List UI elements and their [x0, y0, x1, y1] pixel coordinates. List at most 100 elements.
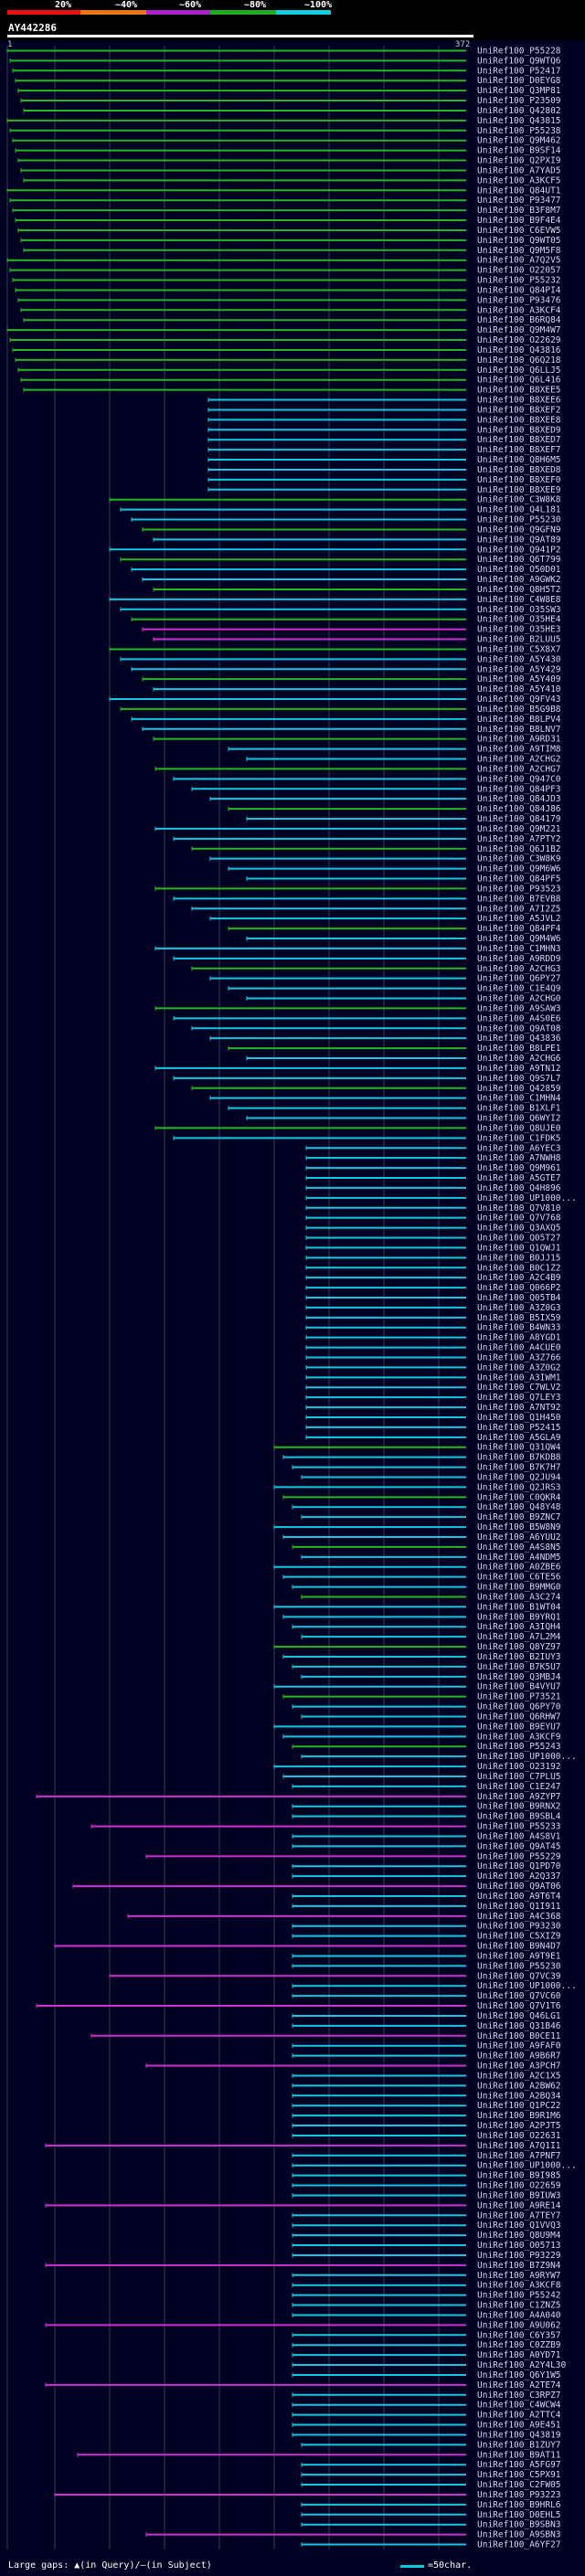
hit-label[interactable]: UniRef100_A9TN12 [477, 1064, 561, 1074]
hit-row[interactable]: UniRef100_Q31B46 [292, 2021, 561, 2031]
hit-row[interactable]: UniRef100_Q3AXQ5 [305, 1224, 561, 1234]
hit-label[interactable]: UniRef100_A9U062 [477, 2320, 561, 2330]
hit-row[interactable]: UniRef100_D0EHL5 [301, 2510, 561, 2520]
hit-label[interactable]: UniRef100_O05713 [477, 2241, 561, 2251]
hit-label[interactable]: UniRef100_A9GWK2 [477, 575, 561, 585]
hit-row[interactable]: UniRef100_P55229 [145, 1851, 561, 1861]
hit-label[interactable]: UniRef100_Q9M221 [477, 824, 561, 834]
hit-row[interactable]: UniRef100_B9F4E4 [15, 216, 561, 226]
hit-label[interactable]: UniRef100_A0YD71 [477, 2350, 561, 2360]
hit-label[interactable]: UniRef100_P55232 [477, 276, 561, 286]
hit-label[interactable]: UniRef100_B2LUU5 [477, 635, 561, 645]
hit-row[interactable]: UniRef100_A2CHG7 [154, 764, 561, 774]
hit-row[interactable]: UniRef100_A2Q337 [292, 1871, 561, 1882]
hit-label[interactable]: UniRef100_P93230 [477, 1922, 561, 1932]
hit-label[interactable]: UniRef100_A7L2M4 [477, 1632, 561, 1642]
hit-label[interactable]: UniRef100_C1MHN3 [477, 944, 561, 954]
hit-row[interactable]: UniRef100_B9SBN3 [301, 2520, 561, 2530]
hit-label[interactable]: UniRef100_Q9M6W6 [477, 864, 561, 875]
hit-row[interactable]: UniRef100_A2BQ34 [292, 2091, 561, 2101]
hit-row[interactable]: UniRef100_Q48Y48 [292, 1502, 561, 1512]
hit-label[interactable]: UniRef100_A9T9E1 [477, 1951, 561, 1961]
hit-row[interactable]: UniRef100_A9FAF0 [292, 2041, 561, 2051]
hit-row[interactable]: UniRef100_Q6Q218 [15, 355, 561, 366]
hit-row[interactable]: UniRef100_A3Z0G2 [305, 1362, 561, 1373]
hit-row[interactable]: UniRef100_Q43836 [209, 1034, 561, 1044]
hit-label[interactable]: UniRef100_Q6Y1W5 [477, 2370, 561, 2380]
hit-label[interactable]: UniRef100_A5GTE7 [477, 1173, 561, 1183]
hit-row[interactable]: UniRef100_Q31QW4 [273, 1443, 561, 1453]
hit-label[interactable]: UniRef100_Q7VC39 [477, 1971, 561, 1981]
hit-row[interactable]: UniRef100_A4CUE0 [305, 1343, 561, 1353]
hit-label[interactable]: UniRef100_C4W8E8 [477, 595, 561, 605]
hit-label[interactable]: UniRef100_Q2JU94 [477, 1472, 561, 1482]
hit-label[interactable]: UniRef100_Q31QW4 [477, 1443, 561, 1453]
hit-row[interactable]: UniRef100_A9TN12 [154, 1064, 561, 1074]
hit-row[interactable]: UniRef100_C3W8K8 [109, 495, 561, 505]
hit-label[interactable]: UniRef100_C3W8K9 [477, 854, 561, 864]
hit-label[interactable]: UniRef100_B0JJ15 [477, 1253, 561, 1263]
hit-row[interactable]: UniRef100_A7NWH8 [305, 1153, 561, 1163]
hit-row[interactable]: UniRef100_B9EYU7 [273, 1722, 561, 1732]
hit-label[interactable]: UniRef100_P55242 [477, 2291, 561, 2301]
hit-row[interactable]: UniRef100_Q2JRS3 [273, 1482, 561, 1492]
hit-label[interactable]: UniRef100_A5JVL2 [477, 914, 561, 924]
hit-label[interactable]: UniRef100_Q2JRS3 [477, 1482, 561, 1492]
hit-label[interactable]: UniRef100_A9FAF0 [477, 2041, 561, 2051]
hit-label[interactable]: UniRef100_O22629 [477, 335, 561, 345]
hit-label[interactable]: UniRef100_A2BW62 [477, 2081, 561, 2091]
hit-label[interactable]: UniRef100_Q1QWJ1 [477, 1243, 561, 1253]
hit-row[interactable]: UniRef100_C5X8X7 [109, 644, 561, 654]
hit-label[interactable]: UniRef100_Q6PY27 [477, 974, 561, 984]
hit-label[interactable]: UniRef100_A7PNF7 [477, 2151, 561, 2161]
hit-row[interactable]: UniRef100_P55243 [292, 1742, 561, 1752]
hit-row[interactable]: UniRef100_UP1000... [305, 1193, 577, 1203]
hit-label[interactable]: UniRef100_C1E247 [477, 1782, 561, 1792]
hit-row[interactable]: UniRef100_A4S0E6 [173, 1013, 561, 1023]
hit-row[interactable]: UniRef100_UP1000... [292, 2161, 577, 2171]
hit-label[interactable]: UniRef100_B9F4E4 [477, 216, 561, 226]
hit-row[interactable]: UniRef100_O22659 [292, 2181, 561, 2191]
hit-label[interactable]: UniRef100_Q6T799 [477, 555, 561, 565]
hit-label[interactable]: UniRef100_A2CHG2 [477, 755, 561, 765]
hit-row[interactable]: UniRef100_Q9AT89 [153, 535, 561, 545]
hit-row[interactable]: UniRef100_C0QKR4 [282, 1492, 561, 1502]
hit-label[interactable]: UniRef100_Q1VVQ3 [477, 2221, 561, 2231]
hit-label[interactable]: UniRef100_A9RE14 [477, 2200, 561, 2210]
hit-row[interactable]: UniRef100_A4A040 [292, 2310, 561, 2320]
hit-label[interactable]: UniRef100_UP1000... [477, 1193, 577, 1203]
hit-row[interactable]: UniRef100_C4W8E8 [109, 595, 561, 605]
hit-row[interactable]: UniRef100_A2Y4L30 [292, 2360, 567, 2370]
hit-row[interactable]: UniRef100_B5W8N9 [273, 1522, 561, 1532]
hit-label[interactable]: UniRef100_Q7LEY3 [477, 1393, 561, 1403]
hit-row[interactable]: UniRef100_Q6PY70 [292, 1702, 561, 1712]
hit-label[interactable]: UniRef100_B9SBL4 [477, 1812, 561, 1822]
hit-label[interactable]: UniRef100_B7KDB8 [477, 1453, 561, 1463]
hit-label[interactable]: UniRef100_Q9AT45 [477, 1841, 561, 1851]
hit-label[interactable]: UniRef100_B8XEE6 [477, 396, 561, 406]
hit-label[interactable]: UniRef100_Q1I911 [477, 1902, 561, 1912]
hit-label[interactable]: UniRef100_A7NWH8 [477, 1153, 561, 1163]
hit-row[interactable]: UniRef100_A9RD31 [153, 735, 561, 745]
hit-label[interactable]: UniRef100_A7Q1I1 [477, 2141, 561, 2151]
hit-row[interactable]: UniRef100_Q43819 [292, 2430, 561, 2440]
hit-label[interactable]: UniRef100_P55230 [477, 1961, 561, 1971]
hit-label[interactable]: UniRef100_B5W8N9 [477, 1522, 561, 1532]
hit-row[interactable]: UniRef100_P55230 [292, 1961, 561, 1971]
hit-row[interactable]: UniRef100_O35SW3 [120, 605, 561, 615]
hit-row[interactable]: UniRef100_Q1VVQ3 [292, 2221, 561, 2231]
hit-label[interactable]: UniRef100_A9E451 [477, 2421, 561, 2431]
hit-label[interactable]: UniRef100_B4VYU7 [477, 1682, 561, 1692]
hit-label[interactable]: UniRef100_Q9WTQ6 [477, 56, 561, 66]
hit-row[interactable]: UniRef100_Q84JD3 [209, 794, 561, 804]
hit-row[interactable]: UniRef100_O22057 [9, 266, 561, 276]
hit-row[interactable]: UniRef100_P55230 [131, 515, 561, 525]
hit-row[interactable]: UniRef100_B9MMG0 [292, 1583, 561, 1593]
hit-row[interactable]: UniRef100_Q8UJE0 [154, 1123, 561, 1133]
hit-row[interactable]: UniRef100_B9AT11 [77, 2450, 561, 2460]
hit-label[interactable]: UniRef100_A2CHG0 [477, 994, 561, 1004]
hit-row[interactable]: UniRef100_A2PJT5 [292, 2121, 561, 2131]
hit-row[interactable]: UniRef100_O22631 [292, 2131, 561, 2141]
hit-row[interactable]: UniRef100_Q8H6M5 [207, 455, 561, 465]
hit-row[interactable]: UniRef100_Q4L181 [120, 505, 561, 515]
